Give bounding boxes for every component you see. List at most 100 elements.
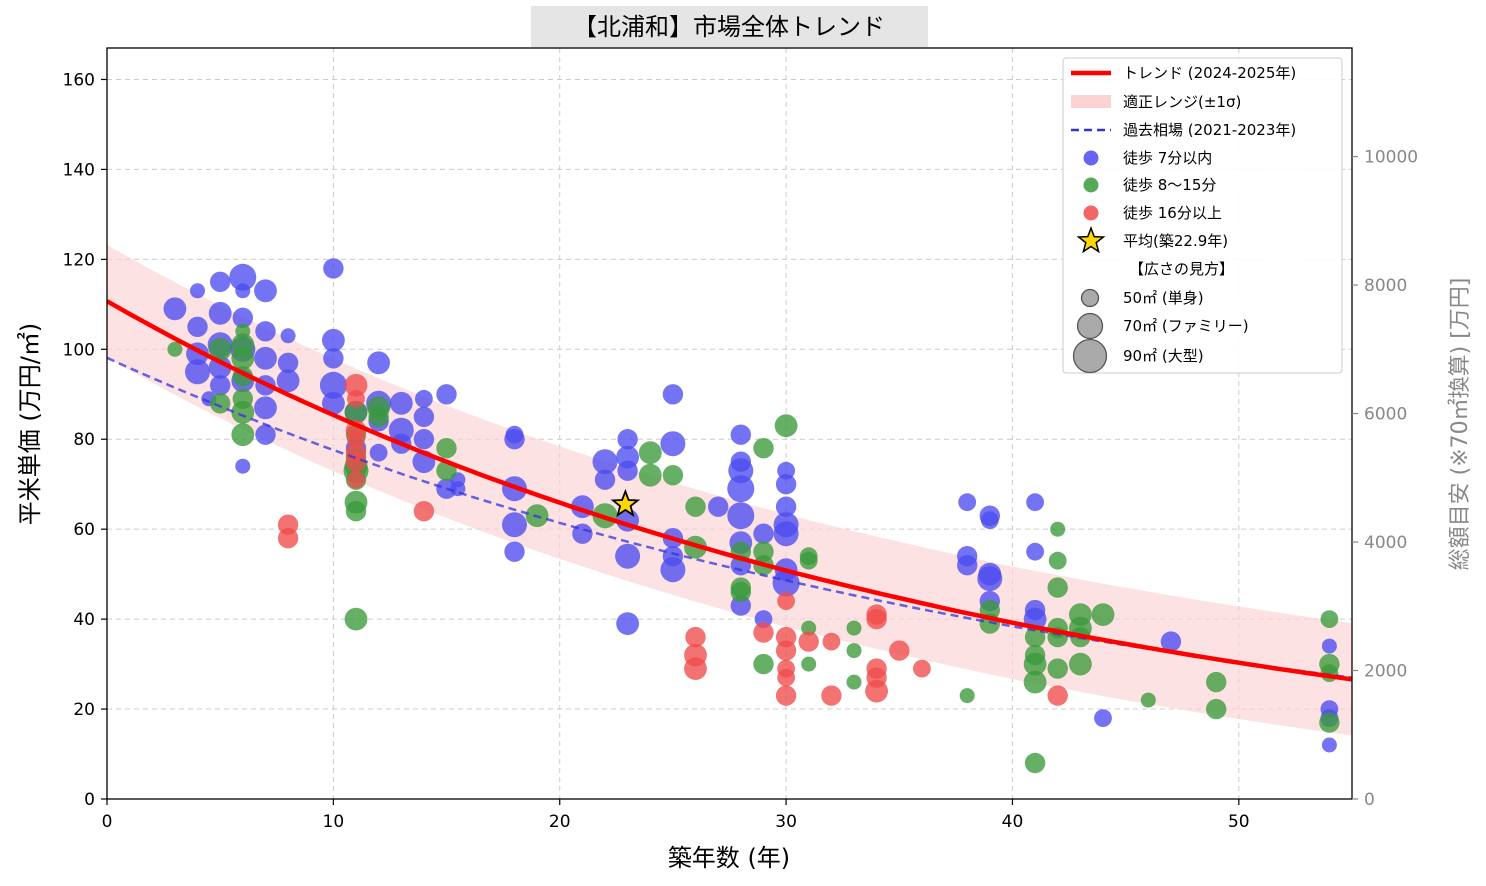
walk-near-point — [592, 449, 618, 475]
y-axis-ticks: 0 20 40 60 80 100 120 140 160 — [63, 70, 107, 810]
legend-size-50-marker — [1080, 288, 1100, 308]
walk-near-point — [322, 328, 345, 352]
walk-near-point — [502, 512, 527, 538]
walk-near-point — [413, 429, 435, 450]
walk-mid-point — [1023, 670, 1047, 694]
walk-near-point — [773, 521, 799, 547]
x-tick-label: 0 — [102, 812, 113, 832]
legend-average-label: 平均(築22.9年) — [1123, 232, 1228, 250]
walk-far-point — [775, 685, 797, 706]
walk-near-point — [235, 283, 251, 299]
walk-near-point — [772, 569, 800, 597]
walk-near-point — [254, 346, 277, 370]
walk-mid-point — [1024, 752, 1046, 774]
walk-mid-point — [774, 414, 798, 438]
walk-mid-point — [345, 501, 367, 522]
walk-near-point — [708, 496, 729, 517]
walk-far-point — [1047, 685, 1068, 706]
walk-near-point — [504, 541, 525, 562]
chart-title: 【北浦和】市場全体トレンド — [573, 13, 885, 41]
legend-walk-far-marker — [1083, 205, 1099, 221]
legend-size-header: 【広さの見方】 — [1129, 260, 1234, 278]
legend: トレンド (2024-2025年) 適正レンジ(±1σ) 過去相場 (2021-… — [1062, 57, 1343, 374]
legend-box — [1062, 57, 1343, 374]
walk-far-point — [777, 668, 795, 687]
legend-size-90-marker — [1072, 338, 1108, 374]
walk-near-point — [235, 458, 251, 474]
walk-near-point — [190, 283, 205, 299]
walk-near-point — [210, 375, 231, 396]
walk-mid-point — [344, 400, 368, 424]
walk-mid-point — [231, 346, 255, 370]
walk-mid-point — [344, 607, 368, 631]
data-points — [163, 258, 1340, 774]
walk-mid-point — [801, 656, 817, 672]
walk-far-point — [798, 631, 819, 652]
walk-mid-point — [801, 620, 817, 636]
walk-near-point — [977, 566, 1003, 592]
y-right-tick-label: 6000 — [1364, 405, 1407, 425]
walk-near-point — [1321, 737, 1337, 753]
walk-near-point — [367, 351, 390, 375]
walk-mid-point — [799, 551, 818, 570]
walk-near-point — [1160, 631, 1182, 652]
walk-mid-point — [1206, 698, 1227, 720]
y-tick-label: 0 — [84, 790, 95, 810]
trend-line — [107, 299, 1352, 682]
walk-near-point — [163, 297, 187, 321]
chart-title-box — [531, 6, 928, 47]
x-axis-ticks: 0 10 20 30 40 50 — [102, 799, 1250, 832]
walk-near-point — [660, 431, 686, 457]
walk-far-point — [889, 640, 910, 661]
walk-far-point — [822, 632, 841, 651]
x-tick-label: 20 — [549, 812, 571, 832]
walk-mid-point — [1140, 692, 1156, 708]
walk-mid-point — [638, 463, 662, 487]
walk-near-point — [662, 384, 684, 405]
legend-walk-far-label: 徒歩 16分以上 — [1123, 204, 1222, 222]
walk-mid-point — [210, 393, 231, 414]
plot-frame — [106, 47, 1353, 800]
walk-mid-point — [1047, 577, 1068, 598]
walk-mid-point — [662, 465, 684, 486]
y-right-tick-label: 8000 — [1364, 276, 1407, 296]
walk-near-point — [277, 352, 299, 373]
walk-near-point — [1026, 542, 1044, 561]
walk-near-point — [1026, 493, 1044, 512]
y-axis-title: 平米単価 (万円/㎡) — [16, 323, 44, 525]
walk-mid-point — [846, 674, 862, 690]
legend-trend-label: トレンド (2024-2025年) — [1123, 64, 1296, 82]
legend-band-label: 適正レンジ(±1σ) — [1123, 93, 1241, 111]
y-right-tick-label: 10000 — [1364, 148, 1418, 168]
walk-mid-point — [1319, 712, 1340, 733]
walk-near-point — [727, 475, 755, 503]
legend-size-70-marker — [1076, 312, 1104, 340]
y-right-axis-ticks: 0 2000 4000 6000 8000 10000 — [1352, 148, 1418, 810]
walk-mid-point — [368, 406, 389, 427]
walk-near-point — [617, 460, 638, 481]
y-right-axis-title: 総額目安 (※70㎡換算) [万円] — [1447, 278, 1473, 571]
walk-far-point — [685, 626, 706, 648]
x-tick-label: 40 — [1002, 812, 1024, 832]
walk-mid-point — [846, 643, 862, 659]
walk-near-point — [413, 406, 435, 427]
walk-near-point — [254, 396, 277, 420]
walk-mid-point — [231, 400, 255, 424]
y-right-tick-label: 2000 — [1364, 662, 1407, 682]
walk-near-point — [187, 316, 208, 337]
walk-mid-point — [1048, 551, 1067, 570]
walk-near-point — [323, 348, 344, 369]
walk-near-point — [255, 321, 276, 342]
walk-near-point — [208, 301, 232, 325]
walk-far-point — [753, 622, 774, 643]
walk-near-point — [980, 511, 999, 530]
y-right-tick-label: 4000 — [1364, 533, 1407, 553]
y-tick-label: 20 — [73, 700, 95, 720]
legend-size-70-label: 70㎡ (ファミリー) — [1123, 317, 1249, 335]
walk-mid-point — [208, 337, 232, 361]
walk-near-point — [369, 443, 388, 462]
walk-near-point — [727, 502, 755, 530]
walk-near-point — [1321, 638, 1337, 654]
x-axis-title: 築年数 (年) — [668, 844, 790, 872]
